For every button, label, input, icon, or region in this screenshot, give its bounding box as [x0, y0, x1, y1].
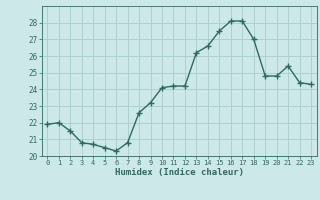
X-axis label: Humidex (Indice chaleur): Humidex (Indice chaleur) — [115, 168, 244, 177]
